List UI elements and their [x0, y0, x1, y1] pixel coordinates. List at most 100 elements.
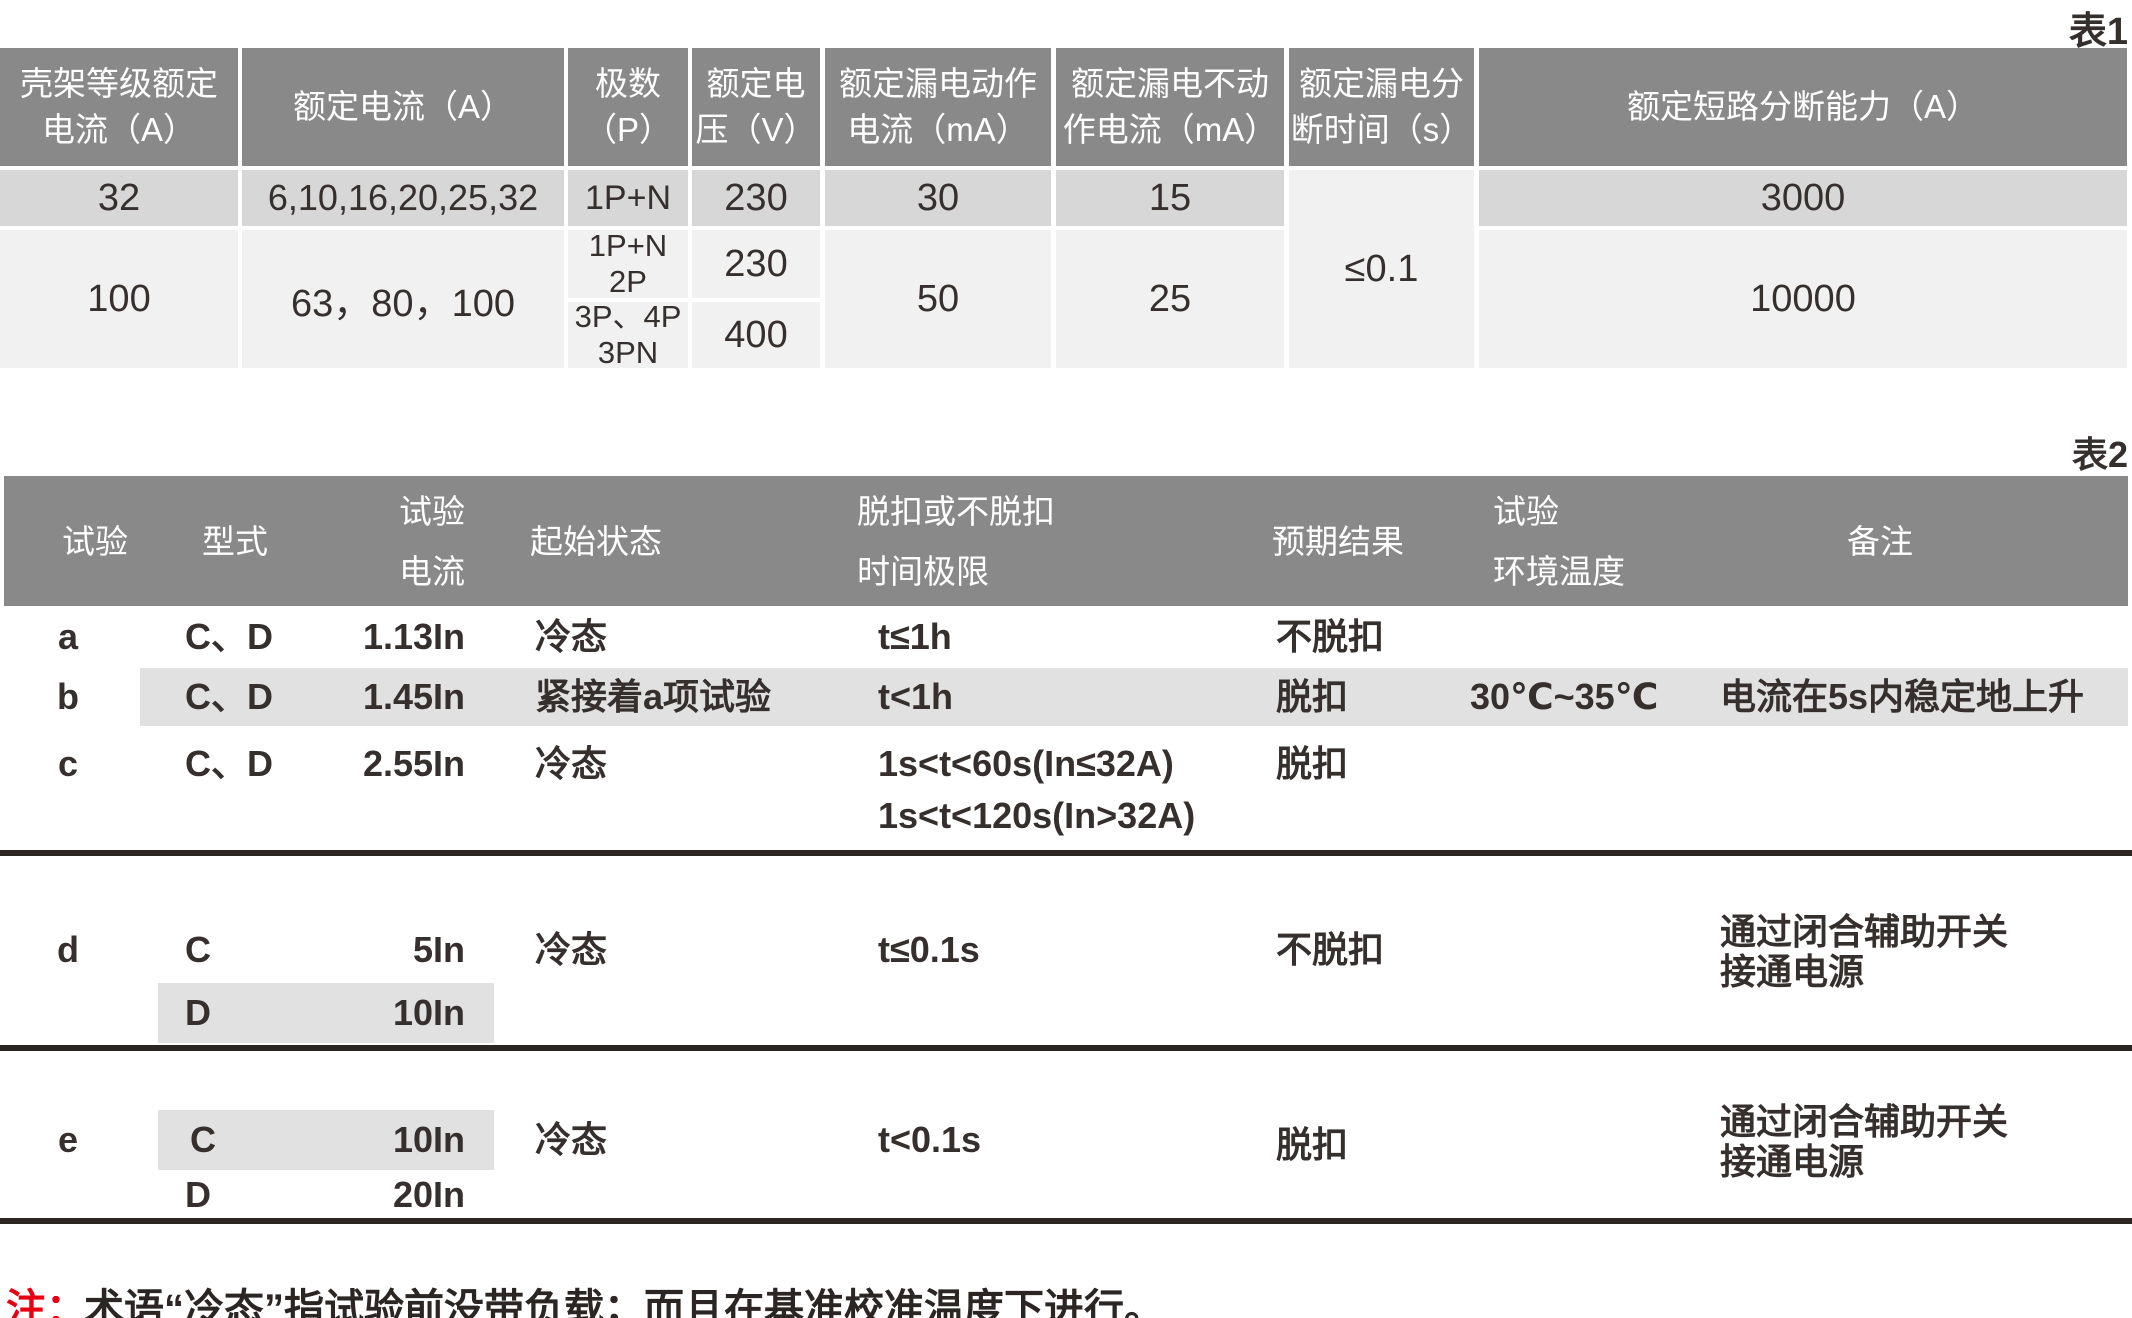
divider-line-2 — [0, 1045, 2132, 1051]
t2-header-test: 试验 — [62, 523, 128, 560]
t2-d-type-c: C — [185, 929, 211, 970]
t2-c-result: 脱扣 — [1276, 743, 1349, 784]
t2-b-remark: 电流在5s内稳定地上升 — [1720, 676, 2085, 717]
t1-breaking-time-value: ≤0.1 — [1289, 170, 1474, 368]
t2-b-start: 紧接着a项试验 — [535, 676, 772, 717]
t2-header-start: 起始状态 — [530, 523, 662, 560]
t2-header-time: 脱扣或不脱扣 时间极限 — [857, 482, 1055, 602]
t1-header-poles-line1: 极数 — [595, 65, 661, 102]
t1-header-breaking-time: 额定漏电分 断时间（s） — [1289, 48, 1474, 166]
table2-label: 表2 — [2071, 434, 2128, 475]
table1-label: 表1 — [2068, 11, 2128, 53]
t1-header-rated-current-line1: 额定电流（A） — [292, 88, 513, 125]
t2-b-current: 1.45In — [362, 676, 465, 717]
t1-r1-short-circuit: 3000 — [1479, 170, 2127, 226]
t2-e-remark-line1: 通过闭合辅助开关 — [1720, 1101, 2009, 1142]
t1-r1-frame-current: 32 — [0, 170, 238, 226]
t2-e-result: 脱扣 — [1276, 1124, 1349, 1165]
t2-header-remark: 备注 — [1847, 523, 1913, 560]
t1-header-voltage-line1: 额定电 — [706, 65, 806, 102]
t1-r2-poles-top-line1: 1P+N — [588, 228, 668, 263]
t2-header-env: 试验 环境温度 — [1493, 482, 1625, 602]
t1-r2-poles-top-line2: 2P — [609, 264, 647, 299]
t2-row-b-highlight — [140, 668, 2128, 726]
t1-r2-poles-top: 1P+N 2P — [568, 228, 688, 299]
t1-r2-poles-bottom: 3P、4P 3PN — [568, 299, 688, 370]
t1-header-frame-current-line2: 电流（A） — [41, 111, 196, 148]
t2-b-type: C、D — [185, 676, 273, 717]
t2-header-time-line1: 脱扣或不脱扣 — [857, 493, 1055, 530]
t1-r1-rated-current: 6,10,16,20,25,32 — [242, 170, 564, 226]
t2-c-start: 冷态 — [535, 743, 608, 784]
t1-header-short-circuit: 额定短路分断能力（A） — [1479, 48, 2127, 166]
t1-r1-poles: 1P+N — [568, 170, 688, 226]
t2-d-time: t≤0.1s — [878, 929, 980, 970]
t1-r2-short-circuit: 10000 — [1479, 230, 2127, 368]
t2-e-test: e — [57, 1119, 79, 1160]
t2-d-current-c: 5In — [412, 929, 465, 970]
t2-b-test: b — [57, 676, 79, 717]
t1-header-frame-current-line1: 壳架等级额定 — [20, 65, 218, 102]
t1-r1-residual-nonoperating: 15 — [1056, 170, 1284, 226]
t1-header-poles: 极数 （P） — [568, 48, 688, 166]
t1-r2-poles-bottom-line2: 3PN — [597, 335, 659, 370]
t2-e-time: t<0.1s — [878, 1119, 982, 1160]
t2-header-env-line1: 试验 — [1493, 493, 1559, 530]
t2-a-test: a — [57, 616, 79, 657]
t2-e-current-d: 20In — [392, 1174, 465, 1215]
t1-header-residual-operating-line2: 电流（mA） — [847, 111, 1029, 148]
t1-header-frame-current: 壳架等级额定 电流（A） — [0, 48, 238, 166]
t2-header-type: 型式 — [202, 523, 268, 560]
t2-b-result: 脱扣 — [1276, 676, 1349, 717]
t1-header-residual-operating: 额定漏电动作 电流（mA） — [825, 48, 1051, 166]
t2-d-result: 不脱扣 — [1276, 929, 1385, 970]
t1-header-residual-nonoperating: 额定漏电不动 作电流（mA） — [1056, 48, 1284, 166]
t2-e-current-c: 10In — [392, 1119, 465, 1160]
t1-r2-residual-operating: 50 — [825, 230, 1051, 368]
t2-header-result: 预期结果 — [1272, 523, 1404, 560]
t2-c-time-line2: 1s<t<120s(In>32A) — [878, 795, 1196, 836]
t2-header-current-line2: 电流 — [399, 553, 465, 590]
t2-c-current: 2.55In — [362, 743, 465, 784]
t1-header-breaking-time-line2: 断时间（s） — [1290, 111, 1473, 148]
t2-b-env: 30℃~35℃ — [1470, 676, 1659, 717]
t2-c-test: c — [57, 743, 79, 784]
t1-header-voltage: 额定电 压（V） — [692, 48, 820, 166]
t2-b-time: t<1h — [878, 676, 954, 717]
t2-e-sub-highlight — [158, 1110, 494, 1170]
t2-header-time-line2: 时间极限 — [857, 553, 989, 590]
t1-r1-residual-operating: 30 — [825, 170, 1051, 226]
t1-r2-poles-bottom-line1: 3P、4P — [574, 299, 682, 334]
t2-c-type: C、D — [185, 743, 273, 784]
t2-d-remark-line1: 通过闭合辅助开关 — [1720, 911, 2009, 952]
t2-header-current-line1: 试验 — [399, 493, 465, 530]
t1-r2-frame-current: 100 — [0, 230, 238, 368]
t2-a-result: 不脱扣 — [1276, 616, 1385, 657]
t2-d-current-d: 10In — [392, 992, 465, 1033]
t1-header-residual-nonoperating-line2: 作电流（mA） — [1062, 111, 1278, 148]
t1-header-residual-nonoperating-line1: 额定漏电不动 — [1071, 65, 1269, 102]
t2-d-test: d — [57, 929, 79, 970]
divider-line-1 — [0, 850, 2132, 856]
t2-e-start: 冷态 — [535, 1119, 608, 1160]
t2-e-remark-line2: 接通电源 — [1720, 1141, 1865, 1182]
t1-header-breaking-time-line1: 额定漏电分 — [1299, 65, 1464, 102]
t1-r1-voltage: 230 — [692, 170, 820, 226]
t2-a-current: 1.13In — [362, 616, 465, 657]
note-text: 术语“冷态”指试验前没带负载；而且在基准校准温度下进行。 — [84, 1287, 1164, 1318]
t2-a-start: 冷态 — [535, 616, 608, 657]
t1-r2-voltage-bottom: 400 — [692, 302, 820, 368]
t2-d-start: 冷态 — [535, 929, 608, 970]
t1-header-rated-current: 额定电流（A） — [242, 48, 564, 166]
t2-e-type-c: C — [190, 1119, 216, 1160]
t2-header-current: 试验 电流 — [377, 482, 487, 602]
t1-r2-residual-nonoperating: 25 — [1056, 230, 1284, 368]
t2-d-type-d: D — [185, 992, 211, 1033]
note-prefix: 注： — [6, 1287, 86, 1318]
t1-r2-voltage-top: 230 — [692, 230, 820, 298]
t2-header-bar — [4, 476, 2128, 606]
t1-r2-rated-current: 63，80，100 — [242, 230, 564, 368]
t1-header-short-circuit-line1: 额定短路分断能力（A） — [1626, 88, 1979, 125]
t2-e-type-d: D — [185, 1174, 211, 1215]
